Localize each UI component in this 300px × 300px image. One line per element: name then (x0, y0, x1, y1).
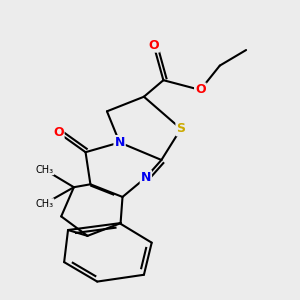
Text: S: S (176, 122, 185, 135)
Text: N: N (141, 171, 151, 184)
Text: O: O (195, 83, 206, 96)
Text: O: O (148, 39, 159, 52)
Text: CH₃: CH₃ (36, 199, 54, 209)
Text: N: N (114, 136, 125, 149)
Text: O: O (53, 126, 64, 139)
Text: CH₃: CH₃ (36, 165, 54, 175)
